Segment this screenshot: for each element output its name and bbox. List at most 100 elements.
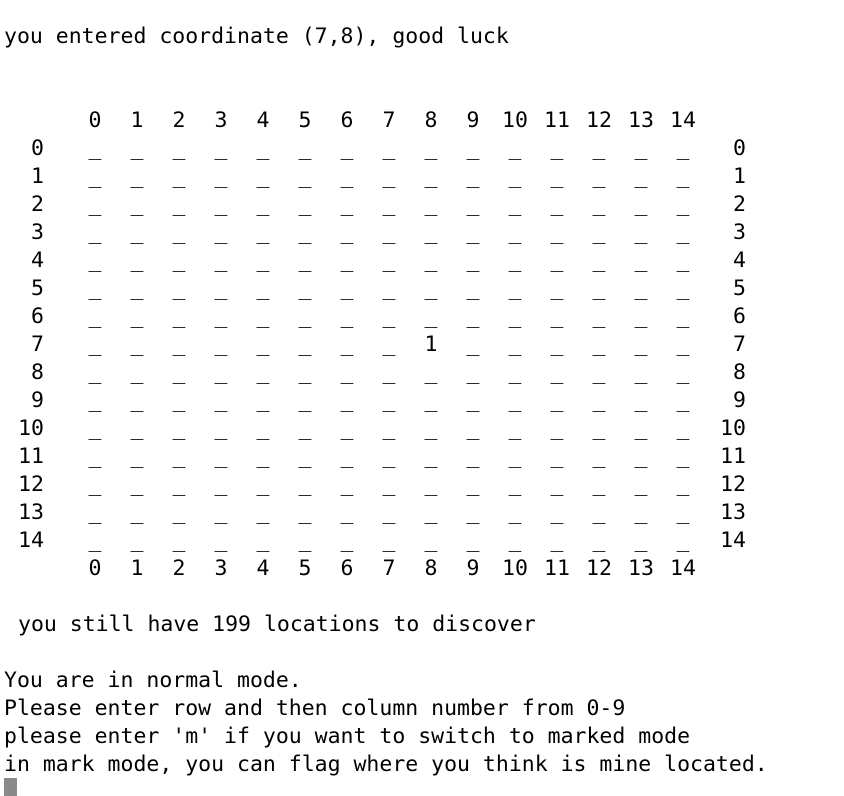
hidden-cell: _: [172, 276, 186, 301]
row-label-left: 10: [18, 416, 44, 441]
hidden-cell: _: [382, 192, 396, 217]
hidden-cell: _: [508, 472, 522, 497]
hidden-cell: _: [298, 444, 312, 469]
hidden-cell: _: [466, 472, 480, 497]
hidden-cell: _: [340, 248, 354, 273]
column-header-top: 9: [466, 108, 480, 133]
row-label-right: 9: [733, 388, 746, 413]
hidden-cell: _: [172, 472, 186, 497]
hidden-cell: _: [340, 192, 354, 217]
row-label-left: 3: [31, 220, 44, 245]
hidden-cell: _: [298, 360, 312, 385]
column-header-bottom: 8: [424, 556, 438, 581]
column-header-top: 2: [172, 108, 186, 133]
hidden-cell: _: [508, 164, 522, 189]
hidden-cell: _: [634, 136, 648, 161]
hidden-cell: _: [466, 164, 480, 189]
row-label-right: 11: [720, 444, 746, 469]
hidden-cell: _: [634, 220, 648, 245]
hidden-cell: _: [214, 192, 228, 217]
hidden-cell: _: [592, 220, 606, 245]
hidden-cell: _: [508, 248, 522, 273]
hidden-cell: _: [172, 248, 186, 273]
column-header-top: 11: [544, 108, 570, 133]
hidden-cell: _: [130, 360, 144, 385]
hidden-cell: _: [508, 304, 522, 329]
hidden-cell: _: [130, 528, 144, 553]
hidden-cell: _: [592, 444, 606, 469]
hidden-cell: _: [382, 360, 396, 385]
hidden-cell: _: [550, 220, 564, 245]
row-label-right: 5: [733, 276, 746, 301]
hidden-cell: _: [88, 304, 102, 329]
hidden-cell: _: [214, 472, 228, 497]
hidden-cell: _: [592, 192, 606, 217]
hidden-cell: _: [634, 332, 648, 357]
hidden-cell: _: [256, 248, 270, 273]
hidden-cell: _: [382, 332, 396, 357]
row-label-right: 12: [720, 472, 746, 497]
hidden-cell: _: [508, 332, 522, 357]
hidden-cell: _: [508, 192, 522, 217]
hidden-cell: _: [88, 220, 102, 245]
hidden-cell: _: [424, 360, 438, 385]
hidden-cell: _: [592, 472, 606, 497]
hidden-cell: _: [382, 276, 396, 301]
hidden-cell: _: [256, 276, 270, 301]
column-header-bottom: 13: [628, 556, 654, 581]
hidden-cell: _: [676, 528, 690, 553]
text-cursor[interactable]: [4, 778, 17, 796]
row-label-right: 7: [733, 332, 746, 357]
hidden-cell: _: [634, 444, 648, 469]
hidden-cell: _: [550, 332, 564, 357]
mode-status-text: You are in normal mode.: [4, 668, 302, 693]
column-header-bottom: 4: [256, 556, 270, 581]
column-header-top: 7: [382, 108, 396, 133]
hidden-cell: _: [214, 388, 228, 413]
hidden-cell: _: [676, 248, 690, 273]
hidden-cell: _: [592, 388, 606, 413]
hidden-cell: _: [382, 220, 396, 245]
row-label-left: 11: [18, 444, 44, 469]
row-label-right: 10: [720, 416, 746, 441]
hidden-cell: _: [634, 192, 648, 217]
hidden-cell: _: [214, 416, 228, 441]
hidden-cell: _: [256, 332, 270, 357]
column-header-bottom: 6: [340, 556, 354, 581]
row-label-left: 5: [31, 276, 44, 301]
column-header-bottom: 1: [130, 556, 144, 581]
row-label-left: 0: [31, 136, 44, 161]
hidden-cell: _: [340, 500, 354, 525]
column-header-bottom: 12: [586, 556, 612, 581]
hidden-cell: _: [214, 276, 228, 301]
hidden-cell: _: [508, 500, 522, 525]
hidden-cell: _: [298, 332, 312, 357]
hidden-cell: _: [88, 416, 102, 441]
hidden-cell: _: [382, 136, 396, 161]
hidden-cell: _: [634, 416, 648, 441]
hidden-cell: _: [130, 220, 144, 245]
row-label-left: 6: [31, 304, 44, 329]
hidden-cell: _: [88, 332, 102, 357]
hidden-cell: _: [466, 416, 480, 441]
hidden-cell: _: [508, 136, 522, 161]
hidden-cell: _: [634, 500, 648, 525]
hidden-cell: _: [298, 220, 312, 245]
column-header-bottom: 9: [466, 556, 480, 581]
hidden-cell: _: [676, 192, 690, 217]
hidden-cell: _: [130, 192, 144, 217]
hidden-cell: _: [550, 360, 564, 385]
column-header-bottom: 0: [88, 556, 102, 581]
hidden-cell: _: [550, 136, 564, 161]
row-label-left: 9: [31, 388, 44, 413]
hidden-cell: _: [676, 304, 690, 329]
hidden-cell: _: [340, 304, 354, 329]
hidden-cell: _: [130, 332, 144, 357]
hidden-cell: _: [130, 416, 144, 441]
row-label-left: 2: [31, 192, 44, 217]
row-label-left: 13: [18, 500, 44, 525]
hidden-cell: _: [382, 388, 396, 413]
hidden-cell: _: [508, 416, 522, 441]
hidden-cell: _: [634, 388, 648, 413]
